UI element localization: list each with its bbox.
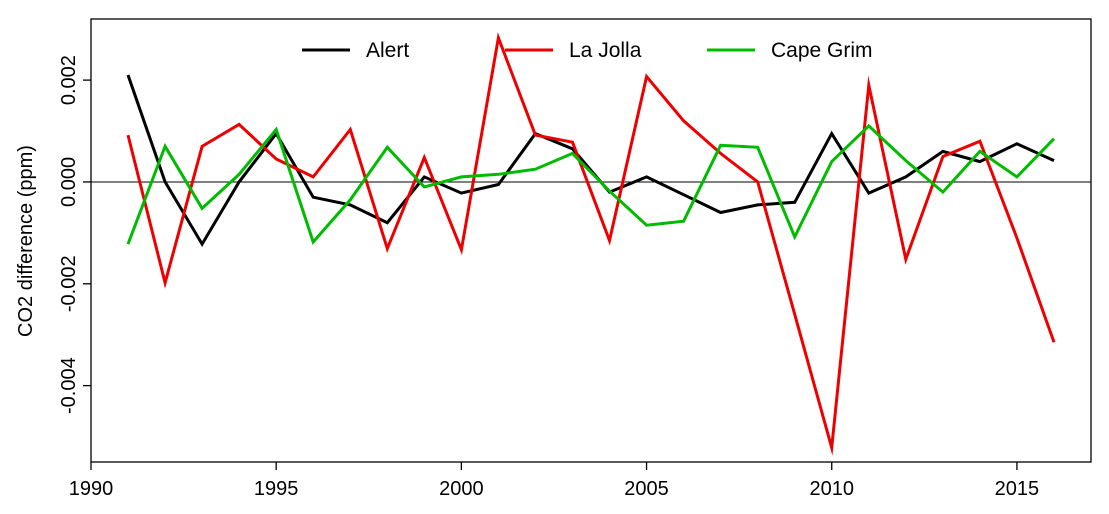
x-tick-label: 1990: [69, 478, 114, 500]
x-tick-label: 2010: [809, 478, 854, 500]
series-line-cape-grim: [126, 123, 1056, 245]
x-tick-label: 2000: [439, 478, 484, 500]
x-axis: 1990 1995 2000 2005 2010 2015: [69, 462, 1039, 500]
y-axis: -0.004 -0.002 0.000 0.002: [58, 55, 91, 414]
y-tick-label: 0.000: [58, 157, 80, 207]
series-line-la-jolla: [126, 32, 1056, 456]
y-tick-label: 0.002: [58, 55, 80, 105]
x-tick-label: 1995: [254, 478, 299, 500]
y-tick-label: -0.002: [58, 255, 80, 312]
series-line-alert: [126, 74, 1055, 248]
legend-label-alert: Alert: [366, 39, 409, 62]
x-tick-label: 2005: [624, 478, 669, 500]
series-layer: [126, 32, 1056, 456]
plot-frame: [90, 18, 1092, 463]
y-tick-label: -0.004: [58, 357, 80, 414]
x-tick-label: 2015: [995, 478, 1040, 500]
legend-label-la-jolla: La Jolla: [569, 39, 642, 62]
legend-label-cape-grim: Cape Grim: [771, 39, 873, 62]
plot-area: [90, 18, 1092, 463]
y-axis-label: CO2 difference (ppm): [15, 145, 37, 337]
legend: Alert La Jolla Cape Grim: [302, 39, 873, 62]
